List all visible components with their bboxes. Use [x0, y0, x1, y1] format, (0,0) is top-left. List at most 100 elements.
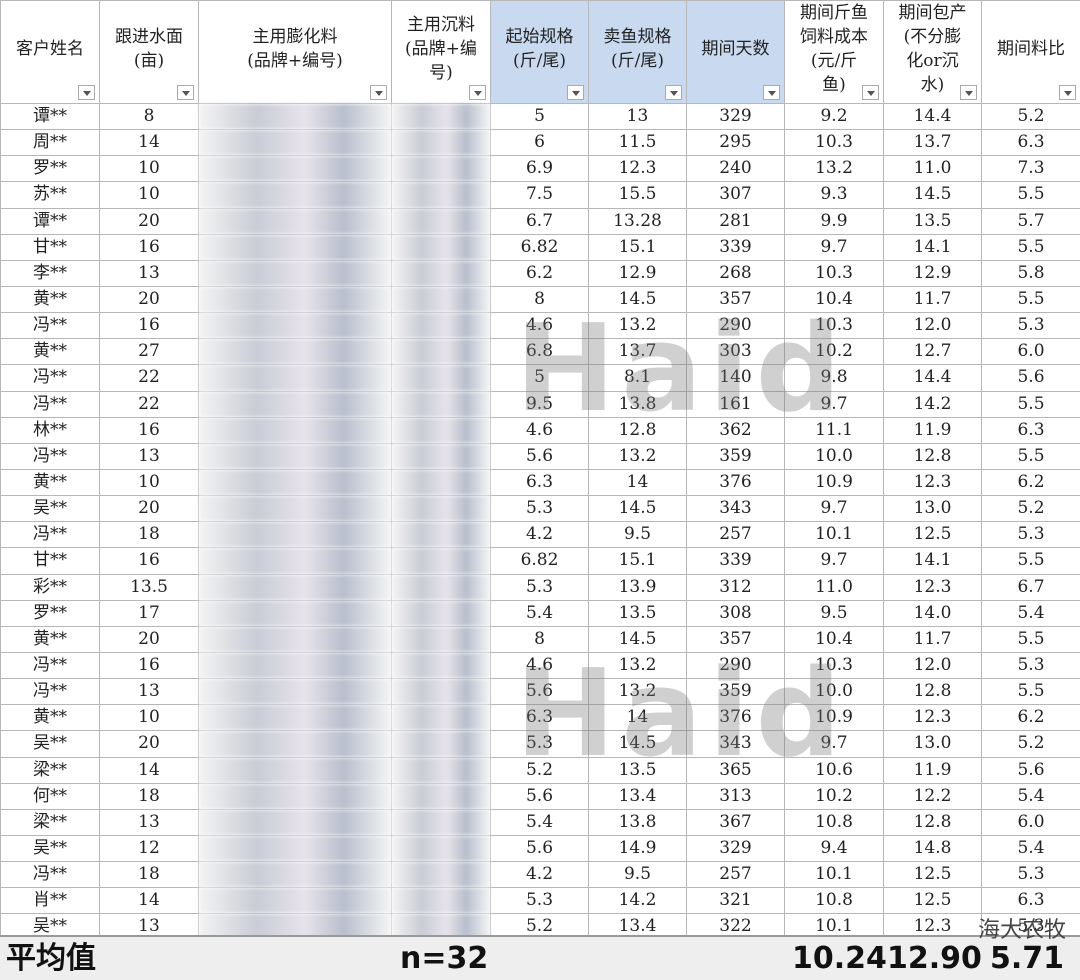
cell: 268: [687, 260, 785, 286]
redacted-cell: [199, 496, 392, 522]
cell: 5.4: [491, 600, 589, 626]
redacted-cell: [392, 130, 491, 156]
data-table: 客户姓名跟进水面 (亩)主用膨化料 (品牌+编号)主用沉料 (品牌+编 号)起始…: [0, 0, 1080, 941]
header-text: 跟进水面 (亩): [115, 27, 183, 71]
cell: 甘**: [1, 548, 100, 574]
cell: 黄**: [1, 469, 100, 495]
cell: 何**: [1, 783, 100, 809]
cell: 9.4: [785, 835, 884, 861]
cell: 13.0: [884, 731, 982, 757]
cell: 18: [100, 522, 199, 548]
redacted-cell: [199, 548, 392, 574]
cell: 10.3: [785, 130, 884, 156]
cell: 257: [687, 862, 785, 888]
redacted-cell: [392, 522, 491, 548]
cell: 13.7: [884, 130, 982, 156]
watermark: Haid: [515, 300, 847, 439]
header-text: 期间包产 (不分膨 化or沉 水): [899, 3, 967, 95]
cell: 12.5: [884, 888, 982, 914]
cell: 20: [100, 626, 199, 652]
filter-button[interactable]: [370, 85, 387, 100]
cell: 吴**: [1, 496, 100, 522]
cell: 6.2: [491, 260, 589, 286]
cell: 12.8: [884, 809, 982, 835]
redacted-cell: [392, 757, 491, 783]
redacted-cell: [199, 365, 392, 391]
column-header: 卖鱼规格 (斤/尾): [589, 1, 687, 104]
cell: 12.8: [884, 679, 982, 705]
filter-button[interactable]: [177, 85, 194, 100]
cell: 5.5: [982, 548, 1080, 574]
cell: 12.0: [884, 652, 982, 678]
redacted-cell: [392, 809, 491, 835]
cell: 6.3: [982, 417, 1080, 443]
filter-button[interactable]: [1059, 85, 1076, 100]
cell: 12.3: [589, 156, 687, 182]
cell: 312: [687, 574, 785, 600]
cell: 22: [100, 391, 199, 417]
header-text: 主用膨化料 (品牌+编号): [247, 27, 343, 71]
cell: 6.0: [982, 339, 1080, 365]
redacted-cell: [199, 888, 392, 914]
cell: 5.3: [491, 496, 589, 522]
cell: 14.2: [884, 391, 982, 417]
redacted-cell: [199, 313, 392, 339]
cell: 27: [100, 339, 199, 365]
redacted-cell: [392, 339, 491, 365]
filter-button[interactable]: [567, 85, 584, 100]
header-row: 客户姓名跟进水面 (亩)主用膨化料 (品牌+编号)主用沉料 (品牌+编 号)起始…: [1, 1, 1080, 104]
cell: 16: [100, 417, 199, 443]
cell: 240: [687, 156, 785, 182]
cell: 10: [100, 156, 199, 182]
header-text: 期间斤鱼 饲料成本 (元/斤 鱼): [800, 3, 868, 95]
cell: 6.2: [982, 705, 1080, 731]
cell: 5.6: [491, 835, 589, 861]
cell: 17: [100, 600, 199, 626]
redacted-cell: [392, 626, 491, 652]
redacted-cell: [392, 783, 491, 809]
filter-button[interactable]: [665, 85, 682, 100]
cell: 13: [100, 809, 199, 835]
cell: 14.5: [884, 182, 982, 208]
redacted-cell: [392, 391, 491, 417]
cell: 13.5: [589, 600, 687, 626]
redacted-cell: [199, 835, 392, 861]
filter-button[interactable]: [960, 85, 977, 100]
filter-button[interactable]: [763, 85, 780, 100]
cell: 5.3: [982, 313, 1080, 339]
filter-button[interactable]: [78, 85, 95, 100]
filter-button[interactable]: [862, 85, 879, 100]
cell: 6.2: [982, 469, 1080, 495]
redacted-cell: [199, 705, 392, 731]
cell: 16: [100, 234, 199, 260]
cell: 6.3: [982, 130, 1080, 156]
filter-button[interactable]: [469, 85, 486, 100]
cell: 梁**: [1, 757, 100, 783]
redacted-cell: [199, 809, 392, 835]
cell: 10.9: [785, 469, 884, 495]
cell: 14.0: [884, 600, 982, 626]
cell: 9.7: [785, 548, 884, 574]
cell: 谭**: [1, 208, 100, 234]
cell: 5.5: [982, 182, 1080, 208]
cell: 13: [100, 679, 199, 705]
cell: 14.4: [884, 104, 982, 130]
cell: 苏**: [1, 182, 100, 208]
cell: 5.3: [491, 574, 589, 600]
cell: 6.3: [982, 888, 1080, 914]
redacted-cell: [392, 705, 491, 731]
cell: 5.4: [982, 835, 1080, 861]
cell: 339: [687, 548, 785, 574]
redacted-cell: [199, 626, 392, 652]
cell: 5.3: [982, 862, 1080, 888]
redacted-cell: [392, 469, 491, 495]
cell: 14.1: [884, 548, 982, 574]
cell: 12.2: [884, 783, 982, 809]
